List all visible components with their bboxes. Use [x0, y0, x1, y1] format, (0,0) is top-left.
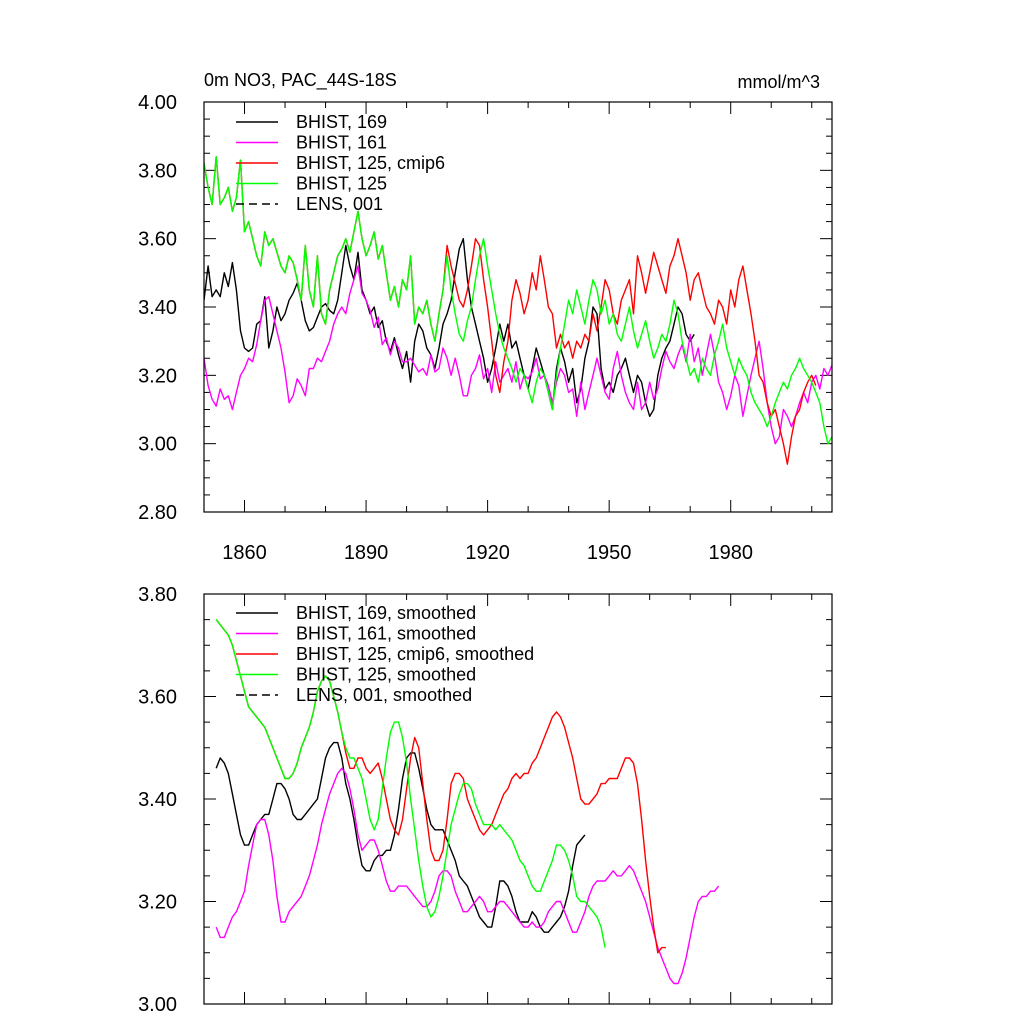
y-tick-label: 3.00: [138, 994, 177, 1016]
legend-label: BHIST, 125, cmip6, smoothed: [296, 644, 534, 664]
bottom-panel: 3.00 3.20 3.40 3.60 3.80 BHIST, 169, smoothed…: [138, 584, 833, 1016]
x-tick-label: 1950: [587, 542, 632, 564]
legend-label: BHIST, 161, smoothed: [296, 624, 476, 644]
chart-title: 0m NO3, PAC_44S-18S: [204, 70, 397, 91]
x-tick-label: 1920: [465, 542, 510, 564]
y-tick-label: 3.80: [138, 584, 177, 606]
legend-label: BHIST, 125, smoothed: [296, 665, 476, 685]
top-panel: 2.80 3.00 3.20 3.40 3.60 3.80 4.00 1860 1890 1920…: [138, 92, 833, 564]
series-line: [215, 767, 720, 985]
x-tick-label: 1890: [344, 542, 389, 564]
y-tick-label: 3.40: [138, 789, 177, 811]
series-group: [204, 155, 832, 465]
series-group: [215, 619, 720, 985]
y-tick-label: 4.00: [138, 92, 177, 114]
y-tick-label: 3.60: [138, 687, 177, 709]
legend-label: BHIST, 161: [296, 133, 387, 153]
legend-label: LENS, 001: [296, 194, 383, 214]
plot-frame: [203, 101, 833, 513]
y-tick-label: 3.80: [138, 160, 177, 182]
legend-label: BHIST, 169: [296, 112, 387, 132]
x-tick-label: 1860: [222, 542, 267, 564]
series-line: [204, 237, 695, 417]
y-tick-label: 3.20: [138, 892, 177, 914]
legend-label: BHIST, 169, smoothed: [296, 603, 476, 623]
legend-label: BHIST, 125: [296, 174, 387, 194]
legend-label: LENS, 001, smoothed: [296, 685, 472, 705]
x-tick-label: 1980: [708, 542, 753, 564]
y-tick-label: 3.20: [138, 365, 177, 387]
y-tick-label: 3.60: [138, 229, 177, 251]
plot-frame: [203, 593, 833, 1005]
units-label: mmol/m^3: [738, 72, 820, 92]
series-line: [215, 619, 606, 948]
y-tick-label: 2.80: [138, 502, 177, 524]
y-tick-label: 3.40: [138, 297, 177, 319]
series-line: [215, 741, 586, 933]
legend-label: BHIST, 125, cmip6: [296, 153, 445, 173]
series-line: [204, 155, 832, 445]
y-tick-label: 3.00: [138, 434, 177, 456]
